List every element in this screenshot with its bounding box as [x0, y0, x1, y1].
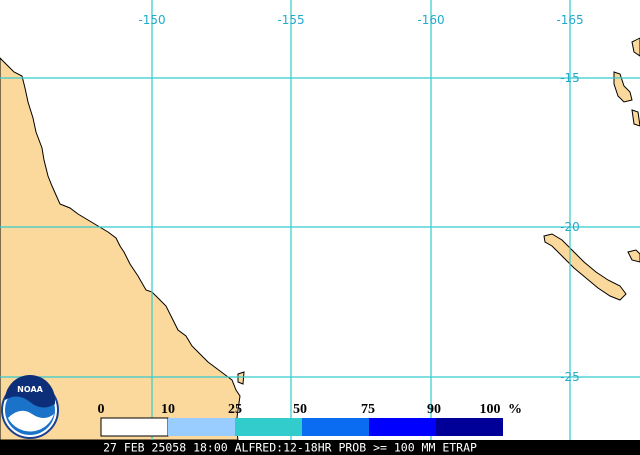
legend-label: 90 — [427, 402, 441, 417]
legend-swatch — [369, 418, 436, 436]
legend-unit: % — [508, 402, 522, 417]
legend-swatch — [302, 418, 369, 436]
legend-swatch — [436, 418, 503, 436]
loyalty-islands — [627, 249, 640, 263]
lon-label: -155 — [277, 13, 304, 27]
lon-label: -160 — [417, 13, 444, 27]
longitude-labels: -150 -155 -160 -165 — [138, 13, 583, 27]
footer-text: 27 FEB 25058 18:00 ALFRED:12-18HR PROB >… — [103, 441, 477, 455]
legend-swatch — [168, 418, 235, 436]
lat-label: -25 — [560, 370, 580, 384]
footer-bar — [0, 440, 640, 455]
logo-text: NOAA — [17, 385, 43, 394]
noaa-logo: NOAA — [1, 375, 59, 439]
vanuatu — [631, 109, 640, 127]
logo-wave — [8, 410, 54, 432]
vanuatu — [631, 37, 640, 57]
legend: 0 10 25 50 75 90 100 % — [98, 402, 522, 437]
legend-label: 25 — [228, 402, 242, 417]
legend-label: 0 — [98, 402, 105, 417]
legend-label: 50 — [293, 402, 307, 417]
lat-label: -20 — [560, 220, 580, 234]
legend-label: 10 — [161, 402, 175, 417]
lon-label: -165 — [556, 13, 583, 27]
latitude-labels: -15 -20 -25 — [560, 71, 580, 384]
australia — [0, 57, 241, 441]
lon-label: -150 — [138, 13, 165, 27]
lat-label: -15 — [560, 71, 580, 85]
logo-bird — [5, 375, 55, 408]
island — [237, 371, 245, 385]
legend-swatch — [100, 417, 169, 437]
legend-swatch — [235, 418, 302, 436]
graticule — [0, 0, 640, 440]
legend-label: 100 — [480, 402, 501, 417]
legend-label: 75 — [361, 402, 375, 417]
